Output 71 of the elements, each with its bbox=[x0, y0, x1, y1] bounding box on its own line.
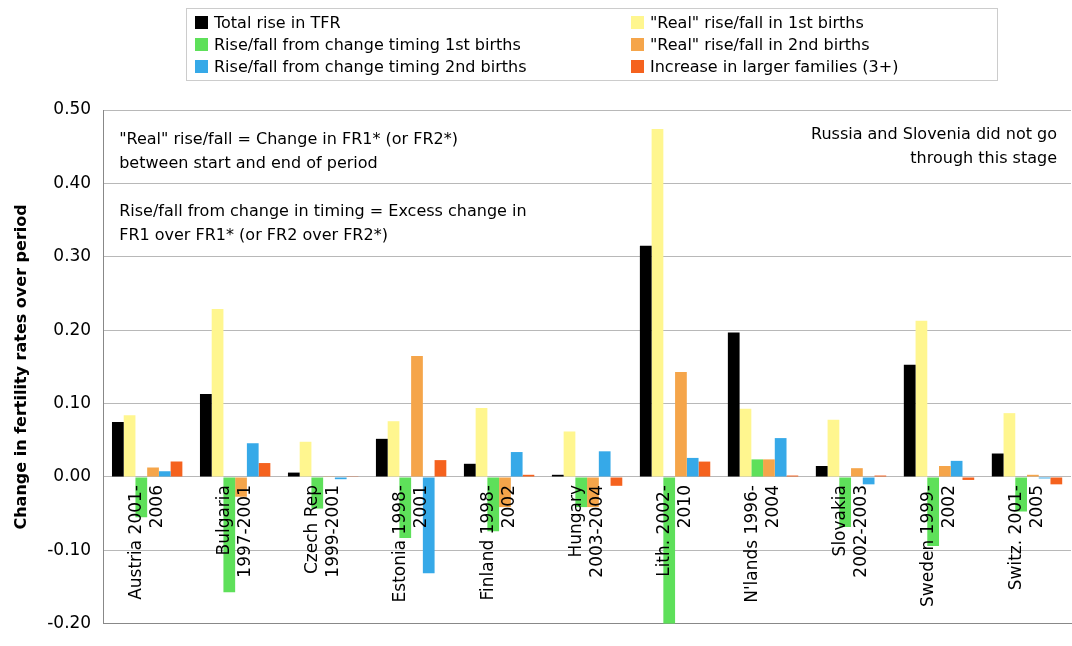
bar bbox=[123, 415, 136, 477]
y-tick-label: 0.40 bbox=[53, 171, 92, 192]
x-tick-label: Slovakia 2002-2003 bbox=[828, 485, 870, 578]
annotation: "Real" rise/fall = Change in FR1* (or FR2*) between start and end of period bbox=[119, 129, 459, 173]
bar bbox=[1003, 413, 1016, 477]
bar bbox=[463, 463, 476, 477]
y-tick-label: 0.30 bbox=[53, 245, 92, 266]
y-tick-label: 0.20 bbox=[53, 318, 92, 339]
bar bbox=[827, 419, 840, 477]
y-tick-label: -0.20 bbox=[47, 612, 92, 633]
bar bbox=[375, 438, 388, 477]
bar bbox=[991, 453, 1004, 477]
bar bbox=[287, 472, 300, 477]
bar bbox=[727, 332, 740, 477]
bar bbox=[862, 477, 875, 485]
bar bbox=[246, 443, 259, 477]
legend-label: Increase in larger families (3+) bbox=[650, 57, 899, 76]
legend-label: Total rise in TFR bbox=[214, 13, 341, 32]
annotation: Rise/fall from change in timing = Excess change in FR1 over FR1* (or FR2 over FR2*) bbox=[119, 201, 527, 245]
bar bbox=[675, 372, 687, 477]
x-tick-label: Sweden 1999-2002 bbox=[916, 485, 958, 607]
bar bbox=[387, 421, 400, 477]
x-tick-label: Finland 1998-2002 bbox=[477, 485, 519, 601]
bar bbox=[950, 460, 963, 477]
bar bbox=[915, 320, 928, 477]
bar bbox=[147, 467, 159, 477]
bar bbox=[510, 452, 523, 477]
bar bbox=[411, 355, 423, 477]
x-tick-label: Switz. 2001-2005 bbox=[1004, 485, 1046, 591]
bar bbox=[610, 477, 623, 486]
bar bbox=[639, 245, 652, 477]
y-tick-label: 0.00 bbox=[53, 465, 92, 486]
bar bbox=[434, 460, 447, 477]
x-tick-label: N'lands 1996-2004 bbox=[740, 485, 782, 603]
bar bbox=[903, 364, 916, 477]
bar bbox=[763, 459, 775, 477]
bar bbox=[211, 308, 224, 477]
x-tick-label: Lith. 2002-2010 bbox=[653, 485, 694, 577]
x-tick-label: Estonia 1998-2001 bbox=[389, 485, 431, 603]
y-tick-label: -0.10 bbox=[47, 538, 92, 559]
bar bbox=[751, 459, 764, 477]
bar bbox=[170, 461, 183, 477]
y-tick-label: 0.50 bbox=[53, 98, 92, 119]
bar bbox=[651, 129, 664, 477]
x-tick-label: Austria 2001-2006 bbox=[125, 485, 167, 600]
bar bbox=[299, 441, 312, 477]
bar bbox=[698, 461, 711, 477]
x-tick-label: Bulgaria 1997-2001 bbox=[213, 485, 255, 578]
y-axis-title: Change in fertility rates over period bbox=[10, 204, 30, 530]
bar bbox=[475, 408, 488, 477]
annotation: Russia and Slovenia did not go through this stage bbox=[811, 124, 1057, 168]
bar bbox=[111, 421, 124, 477]
bar bbox=[258, 463, 271, 477]
bar bbox=[774, 438, 787, 477]
bar bbox=[1050, 477, 1063, 485]
x-tick-label: Hungary 2003-2004 bbox=[565, 485, 607, 578]
bar bbox=[739, 408, 752, 477]
bar bbox=[563, 431, 576, 477]
bar bbox=[815, 465, 828, 477]
x-tick-label: Czech Rep 1999-2001 bbox=[301, 485, 343, 578]
legend-label: Rise/fall from change timing 1st births bbox=[214, 35, 521, 54]
bar bbox=[939, 465, 951, 477]
legend-label: Rise/fall from change timing 2nd births bbox=[214, 57, 527, 76]
bar bbox=[686, 457, 699, 477]
y-tick-label: 0.10 bbox=[53, 392, 92, 413]
bar bbox=[598, 451, 611, 477]
bar bbox=[199, 394, 212, 477]
legend-label: "Real" rise/fall in 2nd births bbox=[650, 35, 870, 54]
bar bbox=[851, 468, 863, 477]
legend-label: "Real" rise/fall in 1st births bbox=[650, 13, 864, 32]
bar bbox=[158, 471, 171, 477]
